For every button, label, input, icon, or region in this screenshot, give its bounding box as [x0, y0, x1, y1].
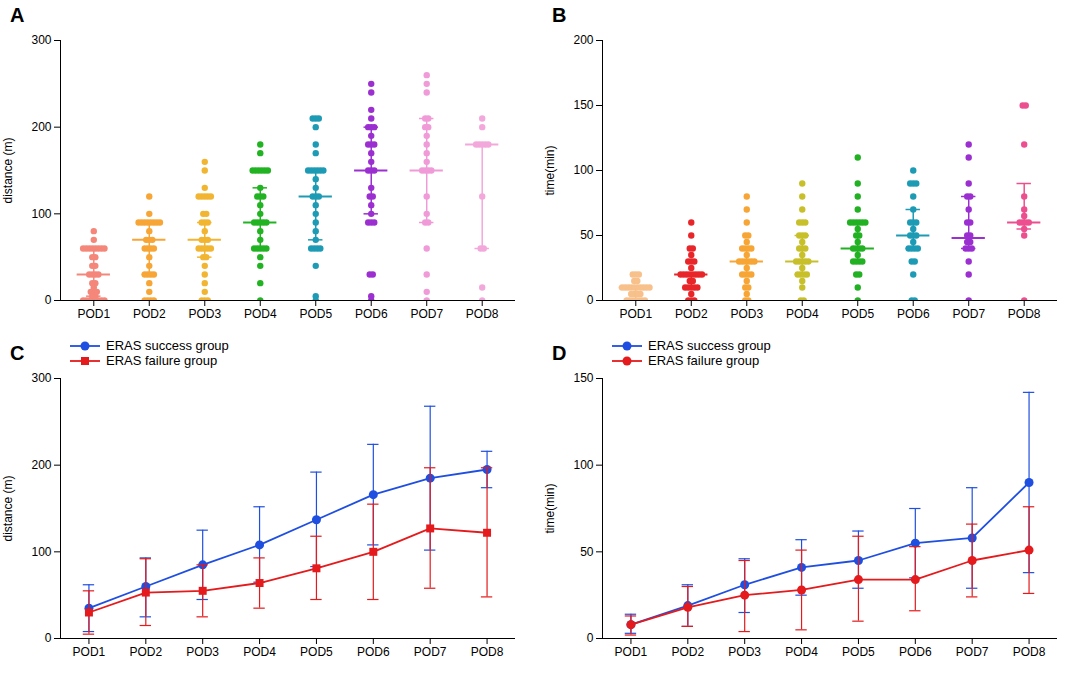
svg-text:0: 0 [45, 631, 52, 645]
html-text:ERAS success group: ERAS success group [648, 338, 771, 353]
svg-text:0: 0 [587, 293, 594, 307]
svg-text:POD3: POD3 [188, 307, 221, 321]
svg-text:time(min): time(min) [543, 483, 557, 533]
html-text:D: D [552, 341, 567, 364]
svg-text:POD2: POD2 [675, 307, 708, 321]
svg-text:100: 100 [31, 545, 51, 559]
svg-text:POD2: POD2 [671, 645, 704, 659]
svg-text:200: 200 [31, 458, 51, 472]
svg-text:POD8: POD8 [1008, 307, 1041, 321]
svg-text:time(min): time(min) [543, 145, 557, 195]
svg-text:POD7: POD7 [952, 307, 985, 321]
svg-text:POD5: POD5 [300, 645, 333, 659]
svg-text:50: 50 [580, 545, 594, 559]
svg-text:POD5: POD5 [299, 307, 332, 321]
svg-text:300: 300 [31, 33, 51, 47]
svg-text:150: 150 [573, 98, 593, 112]
svg-text:POD6: POD6 [899, 645, 932, 659]
svg-text:POD5: POD5 [841, 307, 874, 321]
svg-text:distance (m): distance (m) [1, 475, 15, 541]
svg-text:POD1: POD1 [77, 307, 110, 321]
svg-text:POD8: POD8 [471, 645, 504, 659]
svg-text:distance (m): distance (m) [1, 137, 15, 203]
svg-text:100: 100 [31, 207, 51, 221]
html-text:ERAS success group: ERAS success group [106, 338, 229, 353]
svg-text:POD3: POD3 [730, 307, 763, 321]
svg-text:100: 100 [573, 458, 593, 472]
svg-text:POD2: POD2 [129, 645, 162, 659]
svg-text:POD1: POD1 [615, 645, 648, 659]
svg-text:POD6: POD6 [355, 307, 388, 321]
svg-text:200: 200 [31, 120, 51, 134]
svg-text:POD2: POD2 [133, 307, 166, 321]
svg-text:0: 0 [587, 631, 594, 645]
svg-text:POD8: POD8 [1013, 645, 1046, 659]
svg-text:POD7: POD7 [414, 645, 447, 659]
svg-text:50: 50 [580, 228, 594, 242]
svg-text:POD7: POD7 [410, 307, 443, 321]
svg-text:POD3: POD3 [186, 645, 219, 659]
svg-text:POD4: POD4 [244, 307, 277, 321]
svg-text:POD7: POD7 [956, 645, 989, 659]
svg-text:POD4: POD4 [786, 307, 819, 321]
svg-text:100: 100 [573, 163, 593, 177]
svg-text:0: 0 [45, 293, 52, 307]
html-text:ERAS failure group: ERAS failure group [106, 353, 218, 368]
html-text:ERAS failure group: ERAS failure group [648, 353, 760, 368]
svg-text:POD6: POD6 [357, 645, 390, 659]
html-text:C: C [10, 341, 25, 364]
svg-text:POD4: POD4 [785, 645, 818, 659]
svg-text:150: 150 [573, 371, 593, 385]
html-text:A: A [10, 3, 25, 26]
svg-text:POD4: POD4 [243, 645, 276, 659]
svg-text:POD5: POD5 [842, 645, 875, 659]
svg-text:POD8: POD8 [466, 307, 499, 321]
svg-text:POD1: POD1 [73, 645, 106, 659]
svg-text:POD1: POD1 [619, 307, 652, 321]
svg-text:300: 300 [31, 371, 51, 385]
html-text:B: B [552, 3, 567, 26]
svg-text:200: 200 [573, 33, 593, 47]
svg-text:POD3: POD3 [728, 645, 761, 659]
svg-text:POD6: POD6 [897, 307, 930, 321]
